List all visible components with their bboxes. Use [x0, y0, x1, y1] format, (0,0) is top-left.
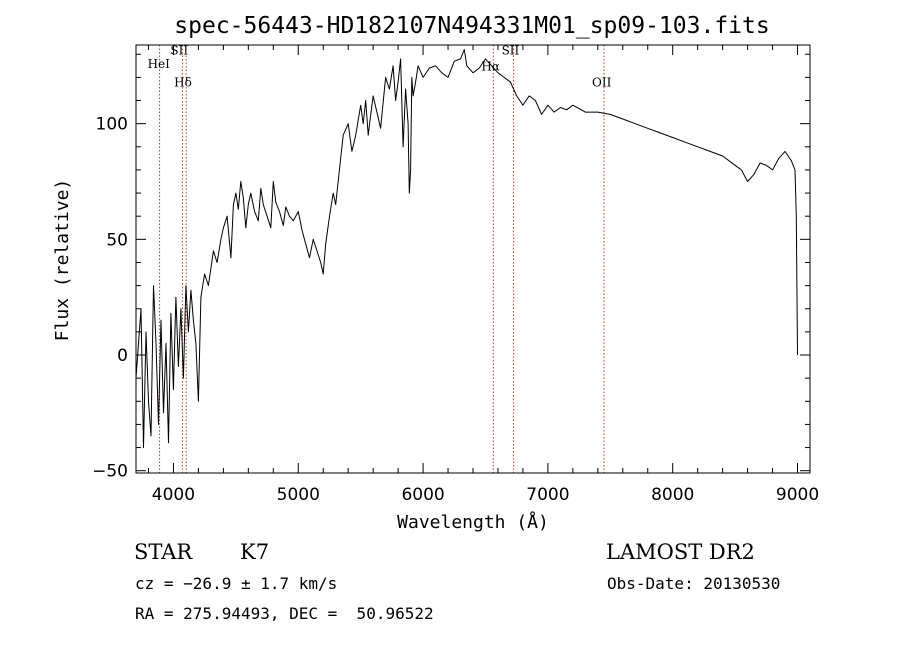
x-tick-label: 8000 [651, 485, 694, 505]
y-tick-label: −50 [92, 462, 128, 482]
spectral-line-label-5: OII [592, 76, 612, 90]
spectrum-series [135, 49, 798, 449]
x-tick-label: 6000 [401, 485, 444, 505]
chart-title: spec-56443-HD182107N494331M01_sp09-103.f… [174, 13, 769, 39]
y-axis-label: Flux (relative) [52, 179, 73, 342]
coordinates: RA = 275.94493, DEC = 50.96522 [135, 604, 434, 623]
x-tick-label: 4000 [152, 485, 195, 505]
subclass-label: K7 [240, 540, 270, 564]
spectral-line-label-2: Hδ [174, 76, 192, 90]
redshift-value: cz = −26.9 ± 1.7 km/s [135, 574, 338, 593]
y-tick-label: 0 [117, 346, 128, 366]
plot-frame [135, 44, 811, 474]
axis-ticks: 4000 5000 6000 7000 8000 9000 −50 0 50 100 [92, 45, 819, 505]
survey-label: LAMOST DR2 [606, 540, 755, 564]
spectrum-line-0 [135, 49, 798, 449]
x-tick-label: 5000 [277, 485, 320, 505]
y-tick-label: 100 [96, 115, 128, 135]
obs-date: Obs-Date: 20130530 [607, 574, 781, 593]
spectral-line-label-4: SII [502, 43, 520, 57]
spectral-line-label-0: HeI [148, 57, 171, 71]
x-tick-label: 7000 [526, 485, 569, 505]
x-axis-label: Wavelength (Å) [397, 511, 549, 533]
spectral-line-label-1: SII [170, 43, 188, 57]
x-tick-label: 9000 [776, 485, 819, 505]
y-tick-label: 50 [106, 230, 128, 250]
object-class-label: STAR [134, 540, 193, 564]
